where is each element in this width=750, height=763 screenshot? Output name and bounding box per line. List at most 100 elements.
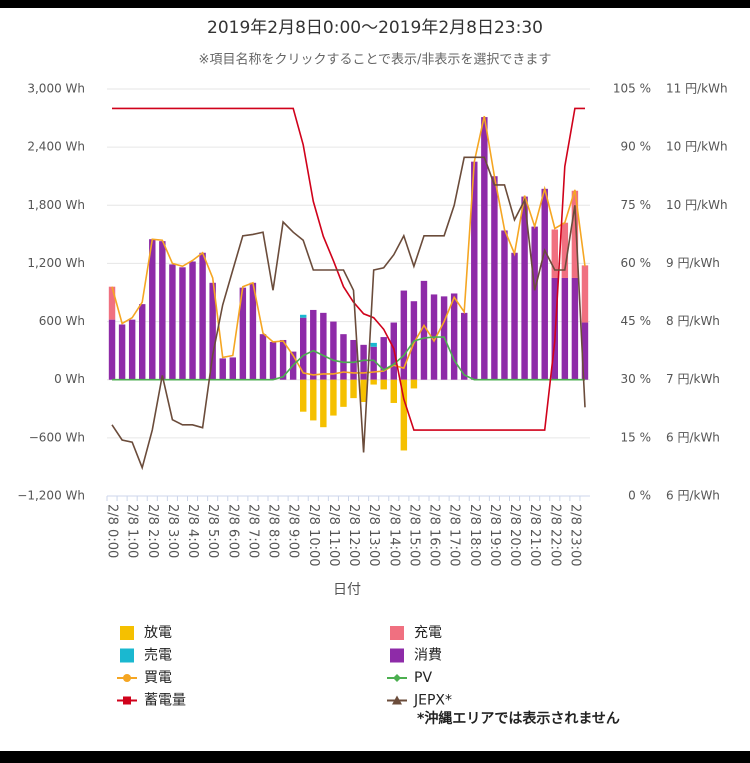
bar	[420, 280, 428, 380]
bar	[471, 161, 478, 380]
bar	[179, 267, 186, 380]
legend-marker	[393, 674, 401, 682]
bar	[491, 176, 498, 380]
legend-label[interactable]: 消費	[414, 648, 442, 664]
x-tick-label: 2/8 23:00	[567, 504, 582, 567]
top-bar	[0, 0, 750, 8]
legend-note: *沖縄エリアでは表示されません	[417, 710, 620, 727]
bar	[299, 379, 307, 412]
bar	[571, 277, 579, 380]
bar	[370, 379, 377, 385]
bar	[460, 312, 468, 380]
bar	[159, 241, 166, 380]
bar	[229, 357, 237, 380]
x-tick-label: 2/8 16:00	[427, 504, 442, 567]
x-tick-label: 2/8 19:00	[487, 504, 502, 567]
y2-tick-label: 45 %	[621, 314, 652, 328]
bar	[350, 339, 357, 380]
bar	[310, 309, 317, 380]
bar	[541, 188, 548, 380]
bar	[380, 379, 387, 390]
line	[112, 336, 585, 381]
y2-tick-label: 15 %	[621, 430, 652, 444]
y3-tick-label: 6 円/kWh	[666, 430, 720, 444]
y3-tick-label: 11 円/kWh	[666, 82, 728, 96]
y3-tick-label: 10 円/kWh	[666, 140, 728, 154]
bar	[299, 314, 307, 318]
bar	[279, 339, 287, 380]
legend-swatch	[120, 648, 134, 663]
y-tick-label: 0 Wh	[54, 372, 85, 386]
x-tick-label: 2/8 13:00	[366, 504, 381, 567]
y-tick-label: −1,200 Wh	[17, 489, 85, 503]
legend-marker	[123, 674, 131, 682]
bar	[118, 324, 126, 380]
legend-swatch	[120, 626, 134, 640]
bar	[380, 337, 387, 380]
y-tick-label: −600 Wh	[29, 430, 85, 444]
bar	[501, 230, 508, 380]
legend-label[interactable]: PV	[414, 670, 432, 686]
y-tick-label: 1,200 Wh	[27, 256, 85, 270]
y-tick-label: 600 Wh	[39, 314, 85, 328]
bar	[138, 304, 146, 380]
bar	[249, 282, 257, 380]
legend-label[interactable]: JEPX*	[413, 693, 452, 709]
x-tick-label: 2/8 8:00	[266, 504, 281, 558]
bar	[269, 341, 277, 380]
x-tick-label: 2/8 1:00	[125, 504, 140, 558]
legend-swatch	[390, 648, 404, 663]
y-tick-label: 2,400 Wh	[27, 140, 85, 154]
bar	[360, 344, 367, 380]
bar	[360, 379, 367, 403]
bar	[108, 286, 116, 320]
bar	[370, 342, 377, 347]
bar	[108, 319, 116, 380]
chart-title: 2019年2月8日0:00〜2019年2月8日23:30	[207, 18, 543, 38]
bar	[561, 277, 569, 380]
y3-tick-label: 8 円/kWh	[666, 314, 720, 328]
x-tick-label: 2/8 17:00	[447, 504, 462, 567]
x-tick-label: 2/8 2:00	[145, 504, 160, 558]
y-tick-label: 1,800 Wh	[27, 198, 85, 212]
bar	[320, 379, 327, 428]
bar	[128, 319, 136, 380]
x-tick-label: 2/8 3:00	[165, 504, 180, 558]
x-tick-label: 2/8 15:00	[406, 504, 421, 567]
x-tick-label: 2/8 7:00	[245, 504, 260, 558]
legend-label[interactable]: 充電	[414, 625, 442, 641]
line	[112, 107, 585, 431]
bar	[410, 379, 418, 389]
bar	[209, 282, 216, 380]
legend-label[interactable]: 放電	[144, 625, 172, 641]
legend-marker	[123, 696, 131, 705]
bar	[511, 252, 518, 380]
legend-label[interactable]: 蓄電量	[144, 693, 186, 709]
y3-tick-label: 9 円/kWh	[666, 256, 720, 270]
bar	[400, 379, 408, 451]
y2-tick-label: 0 %	[628, 489, 651, 503]
legend-label[interactable]: 売電	[144, 648, 172, 664]
bar	[581, 322, 589, 380]
bar	[551, 229, 559, 278]
bar	[581, 265, 589, 323]
bar	[330, 321, 337, 380]
x-tick-label: 2/8 21:00	[527, 504, 542, 567]
bar	[521, 196, 528, 380]
bar	[259, 334, 267, 380]
bar	[219, 358, 226, 380]
bar	[370, 346, 377, 380]
y-tick-label: 3,000 Wh	[27, 82, 85, 96]
bar	[481, 117, 488, 380]
legend-label[interactable]: 買電	[144, 670, 172, 686]
x-tick-label: 2/8 22:00	[547, 504, 562, 567]
bar	[340, 379, 347, 407]
y2-tick-label: 105 %	[613, 82, 651, 96]
bar	[310, 379, 317, 421]
y2-tick-label: 90 %	[621, 140, 652, 154]
x-tick-label: 2/8 20:00	[507, 504, 522, 567]
bar	[350, 379, 357, 399]
bar	[239, 287, 247, 380]
bar	[320, 312, 327, 380]
bar	[571, 190, 579, 278]
